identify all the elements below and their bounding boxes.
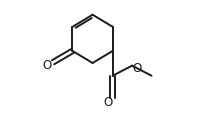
Text: O: O [132, 62, 141, 75]
Text: O: O [43, 59, 52, 72]
Text: O: O [104, 96, 113, 109]
